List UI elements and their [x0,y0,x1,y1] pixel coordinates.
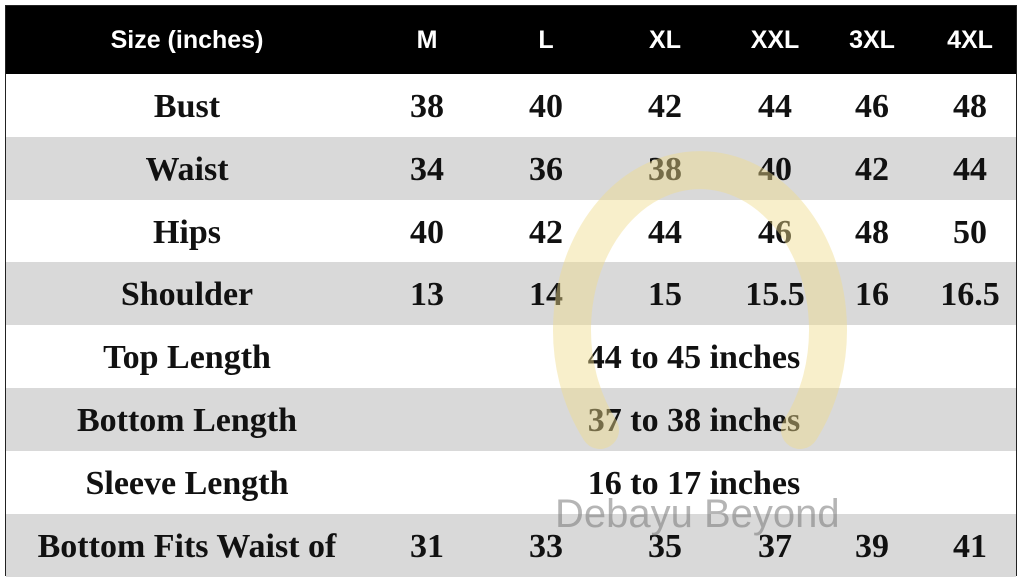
row-label: Shoulder [120,276,254,314]
table-row: Hips 40 42 44 46 48 50 [6,200,1016,263]
row-value: 15.5 [745,276,805,314]
row-value: 38 [648,150,682,188]
table-row: Bust 38 40 42 44 46 48 [6,74,1016,137]
row-span-value: 37 to 38 inches [587,402,801,439]
row-label: Sleeve Length [85,464,289,502]
header-size-l: L [538,26,554,54]
table-row: Bottom Length 37 to 38 inches [6,388,1016,451]
row-value: 42 [855,150,889,188]
row-value: 48 [855,213,889,251]
row-value: 39 [855,527,889,565]
row-value: 46 [758,213,792,251]
row-value: 31 [410,527,444,565]
row-label: Bottom Fits Waist of [37,527,337,565]
header-size-4xl: 4XL [947,26,993,54]
row-label: Waist [145,150,229,188]
row-value: 41 [953,527,987,565]
row-value: 44 [758,88,792,125]
row-value: 16 [855,276,889,314]
row-value: 40 [410,213,444,251]
table-row: Waist 34 36 38 40 42 44 [6,136,1016,200]
row-value: 38 [410,88,444,125]
table-header: Size (inches) M L XL XXL 3XL 4XL [6,6,1016,74]
row-value: 40 [529,88,563,125]
row-value: 44 [648,213,682,251]
row-value: 42 [648,88,682,125]
header-size-xxl: XXL [750,26,800,54]
row-value: 42 [529,213,563,251]
row-label: Bottom Length [76,402,298,439]
row-span-value: 16 to 17 inches [587,464,801,502]
row-label: Bust [153,88,221,125]
table-row: Sleeve Length 16 to 17 inches [6,451,1016,514]
row-span-value: 44 to 45 inches [587,339,801,377]
table-row: Top Length 44 to 45 inches [6,325,1016,388]
row-value: 34 [410,150,444,188]
row-value: 40 [758,150,792,188]
size-chart-table: Size (inches) M L XL XXL 3XL 4XL Bust 38 4… [5,5,1017,577]
row-value: 33 [529,527,563,565]
header-size-xl: XL [649,26,681,54]
row-label: Hips [152,213,222,251]
header-label: Size (inches) [110,26,264,54]
row-value: 14 [529,276,563,314]
row-value: 35 [648,527,682,565]
row-value: 37 [758,527,792,565]
row-value: 44 [953,150,987,188]
row-label: Top Length [103,339,271,377]
table-row: Bottom Fits Waist of 31 33 35 37 39 41 [6,513,1016,577]
row-value: 36 [529,150,563,188]
row-value: 50 [953,213,987,251]
header-size-m: M [416,26,438,54]
row-value: 48 [953,88,987,125]
table-row: Shoulder 13 14 15 15.5 16 16.5 [6,262,1016,326]
row-value: 13 [410,276,444,314]
row-value: 16.5 [940,276,1000,314]
row-value: 46 [855,88,889,125]
header-size-3xl: 3XL [849,26,895,54]
watermark-text: Debayu Beyond [555,492,840,536]
row-value: 15 [648,276,682,314]
